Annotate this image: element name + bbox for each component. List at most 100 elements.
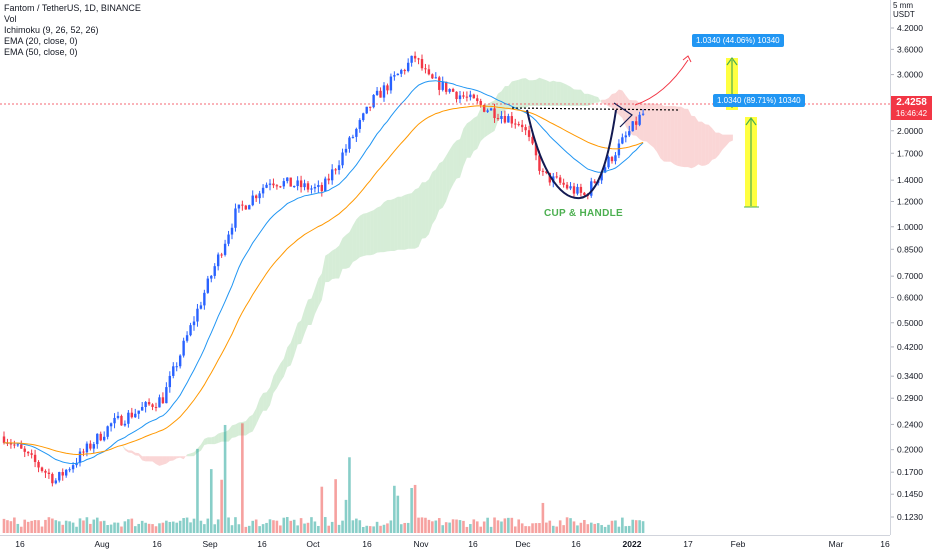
- cloud-segment: [229, 425, 232, 441]
- candle-body: [227, 235, 229, 244]
- volume-bar: [580, 523, 583, 533]
- candle-body: [248, 205, 250, 209]
- price-tick-label: 0.2400: [897, 419, 923, 429]
- volume-bar: [538, 523, 541, 533]
- cloud-segment: [256, 399, 259, 425]
- candle-body: [390, 77, 392, 91]
- candle-body: [100, 434, 102, 440]
- candle-body: [189, 325, 191, 335]
- candle-body: [106, 426, 108, 437]
- volume-bar: [279, 525, 282, 533]
- candle-body: [303, 183, 305, 187]
- cloud-segment: [429, 172, 432, 234]
- cloud-segment: [729, 135, 732, 142]
- legend-ichimoku[interactable]: Ichimoku (9, 26, 52, 26): [4, 25, 141, 36]
- candle-body: [210, 276, 212, 279]
- volume-bar: [314, 521, 317, 533]
- target-callout-upper[interactable]: 1.0340 (44.06%) 10340: [692, 34, 784, 47]
- time-tick-label: Sep: [202, 539, 217, 549]
- candle-body: [524, 127, 526, 130]
- price-tick-label: 0.7000: [897, 271, 923, 281]
- candle-body: [469, 95, 471, 97]
- cloud-segment: [719, 133, 722, 155]
- volume-bar: [303, 524, 306, 533]
- cloud-segment: [166, 456, 169, 463]
- cloud-segment: [377, 206, 380, 253]
- cup-curve: [527, 110, 616, 198]
- legend-vol[interactable]: Vol: [4, 14, 141, 25]
- cloud-segment: [291, 333, 294, 365]
- price-tick-label: 0.6000: [897, 293, 923, 303]
- candle-body: [283, 181, 285, 186]
- legend-ema50[interactable]: EMA (50, close, 0): [4, 47, 141, 58]
- candle-body: [3, 436, 5, 442]
- legend-ema20[interactable]: EMA (20, close, 0): [4, 36, 141, 47]
- volume-bar: [438, 518, 441, 533]
- pattern-label[interactable]: CUP & HANDLE: [544, 208, 623, 219]
- candle-body: [286, 178, 288, 182]
- volume-bars: [3, 423, 645, 533]
- volume-bar: [213, 524, 216, 533]
- candle-body: [559, 177, 561, 182]
- volume-bar: [331, 522, 334, 533]
- volume-bar: [41, 527, 44, 533]
- volume-bar: [93, 520, 96, 533]
- volume-bar: [631, 520, 634, 533]
- volume-bar: [324, 517, 327, 533]
- target-callout-lower[interactable]: 1.0340 (89.71%) 10340: [713, 94, 805, 107]
- volume-bar: [241, 423, 244, 533]
- candle-body: [172, 366, 174, 376]
- price-tick-label: 0.8500: [897, 244, 923, 254]
- candle-body: [583, 193, 585, 195]
- candle-body: [594, 181, 596, 183]
- volume-bar: [441, 525, 444, 533]
- volume-bar: [345, 500, 348, 533]
- volume-bar: [542, 503, 545, 533]
- candle-body: [169, 376, 171, 387]
- cloud-segment: [571, 87, 574, 106]
- candle-body: [48, 473, 50, 474]
- cloud-segment: [149, 456, 152, 461]
- volume-bar: [144, 523, 147, 533]
- candle-body: [314, 187, 316, 188]
- candle-body: [220, 254, 222, 255]
- time-tick-label: Oct: [306, 539, 320, 549]
- volume-bar: [99, 521, 102, 533]
- volume-bar: [137, 524, 140, 533]
- volume-bar: [607, 525, 610, 533]
- legend-symbol[interactable]: Fantom / TetherUS, 1D, BINANCE: [4, 3, 141, 14]
- cloud-segment: [298, 320, 301, 344]
- cloud-segment: [539, 78, 542, 106]
- volume-bar: [448, 523, 451, 533]
- candle-body: [376, 91, 378, 95]
- volume-bar: [251, 521, 254, 533]
- candle-body: [127, 413, 129, 424]
- time-tick-label: Mar: [829, 539, 844, 549]
- price-axis[interactable]: 4.20003.60003.00002.40002.00001.70001.40…: [890, 0, 932, 535]
- candle-body: [393, 75, 395, 76]
- volume-bar: [117, 523, 120, 533]
- volume-bar: [224, 425, 227, 533]
- volume-bar: [455, 520, 458, 533]
- cloud-segment: [443, 156, 446, 208]
- candle-body: [507, 116, 509, 122]
- cloud-segment: [356, 216, 359, 260]
- volume-bar: [407, 523, 410, 533]
- cloud-segment: [260, 393, 263, 417]
- cloud-segment: [529, 80, 532, 106]
- candle-body: [642, 114, 644, 115]
- cloud-segment: [536, 78, 539, 106]
- volume-bar: [587, 524, 590, 533]
- volume-bar: [27, 522, 30, 533]
- candle-body: [369, 107, 371, 108]
- volume-bar: [369, 526, 372, 533]
- cloud-segment: [446, 150, 449, 202]
- candle-body: [231, 228, 233, 235]
- candle-body: [355, 129, 357, 137]
- cloud-segment: [432, 169, 435, 224]
- projection-arrow: [635, 60, 688, 105]
- cloud-segment: [567, 85, 570, 106]
